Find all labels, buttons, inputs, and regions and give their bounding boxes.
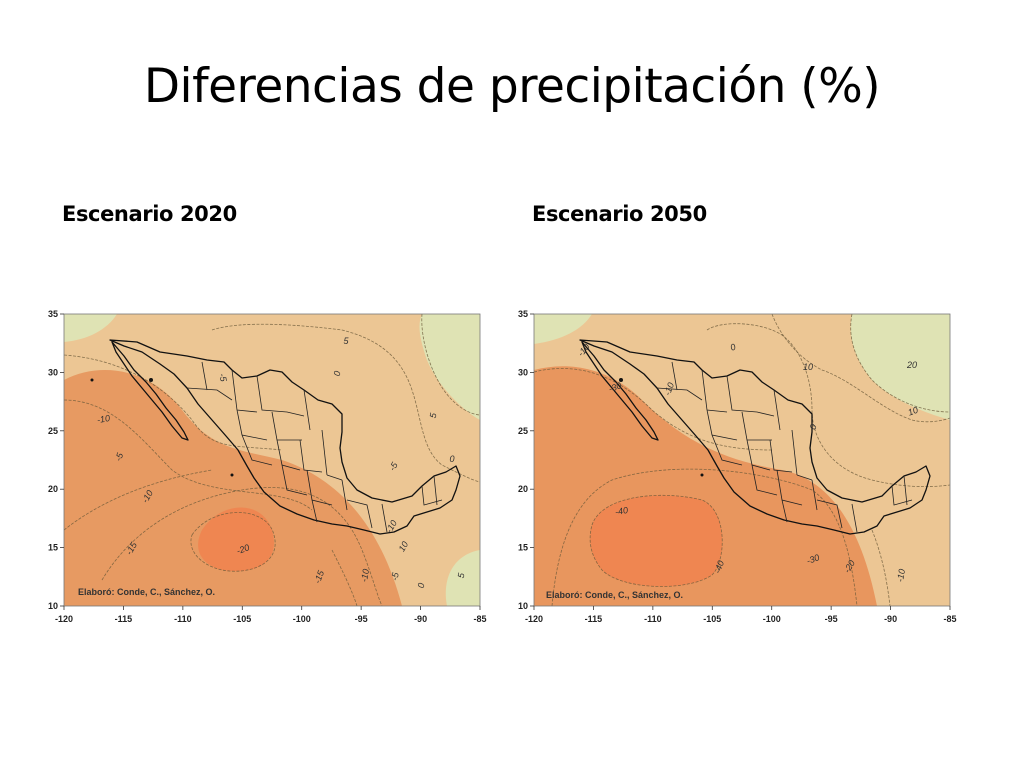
contour-label: 0	[808, 423, 819, 431]
y-tick-label: 15	[518, 543, 528, 553]
contour-label: -30	[805, 552, 821, 566]
contour-label: 5	[456, 571, 467, 579]
contour-label: 10	[907, 405, 920, 418]
state-borders	[656, 361, 913, 533]
contour-line	[850, 314, 950, 413]
contour-label: -10	[96, 413, 111, 425]
contour-line	[421, 314, 480, 416]
x-tick-label: -105	[703, 614, 721, 624]
contour-line	[64, 354, 283, 451]
y-tick-label: 35	[48, 309, 58, 319]
contour-label: -20	[235, 542, 251, 556]
mexico-coastline	[579, 339, 931, 535]
field-wet-zone-nw	[64, 314, 117, 342]
contour-line	[771, 314, 950, 423]
contour-label: 20	[906, 360, 917, 370]
field-driest-zone	[198, 507, 274, 572]
contour-line	[534, 368, 773, 451]
y-tick-label: 35	[518, 309, 528, 319]
y-tick-label: 20	[518, 484, 528, 494]
contour-line	[589, 494, 723, 587]
field-dry-zone	[64, 370, 402, 606]
x-tick-label: -90	[884, 614, 897, 624]
field-wet-zone-se	[445, 550, 480, 606]
map-credit: Elaboró: Conde, C., Sánchez, O.	[78, 587, 215, 597]
plot-frame	[533, 313, 951, 607]
mexico-coastline	[109, 339, 461, 535]
y-tick-label: 10	[48, 601, 58, 611]
island	[700, 473, 704, 477]
x-tick-label: -95	[825, 614, 838, 624]
x-tick-label: -90	[414, 614, 427, 624]
y-tick-label: 15	[48, 543, 58, 553]
contour-line	[64, 469, 213, 531]
x-tick-label: -100	[763, 614, 781, 624]
state-borders	[186, 361, 443, 533]
contour-label: 5	[343, 336, 349, 346]
y-tick-label: 25	[48, 426, 58, 436]
y-tick-label: 20	[48, 484, 58, 494]
map-credit: Elaboró: Conde, C., Sánchez, O.	[546, 590, 683, 600]
contour-label: -10	[895, 568, 907, 583]
contour-line	[706, 323, 950, 488]
contour-label: -30	[607, 380, 623, 394]
contour-label: 10	[397, 540, 411, 554]
x-tick-label: -110	[174, 614, 192, 624]
y-tick-label: 10	[518, 601, 528, 611]
field-wet-zone-ne	[419, 314, 480, 420]
contour-line	[190, 512, 276, 572]
contour-label: 0	[729, 342, 737, 353]
contour-line	[331, 549, 358, 606]
field-driest-zone	[590, 495, 723, 587]
contour-label: -40	[712, 559, 726, 575]
contour-label: 10	[803, 362, 813, 372]
x-tick-label: -120	[525, 614, 543, 624]
contour-label: 5	[428, 411, 439, 419]
contour-label: -10	[662, 381, 676, 397]
field-wet-zone-ne	[850, 314, 950, 420]
island	[230, 473, 234, 477]
precipitation-map-2050: -10 0 -10 -30 10 20 10 0 -40 -40 -30 -20 -10 Elaboró…	[512, 300, 962, 630]
scenario-2050-label: Escenario 2050	[532, 202, 707, 226]
island	[90, 378, 94, 382]
x-tick-label: -115	[115, 614, 133, 624]
contour-label: -5	[113, 451, 125, 463]
contour-label: 0	[332, 370, 343, 377]
contour-label: 0	[449, 454, 454, 464]
x-tick-label: -95	[355, 614, 368, 624]
contour-line	[211, 323, 480, 483]
y-tick-label: 25	[518, 426, 528, 436]
baja-california	[111, 341, 189, 441]
y-tick-label: 30	[518, 367, 528, 377]
plot-frame	[63, 313, 481, 607]
scenario-2020-label: Escenario 2020	[62, 202, 237, 226]
field-wet-zone-nw	[534, 314, 592, 344]
contour-label: -5	[217, 373, 228, 384]
island	[619, 378, 623, 382]
x-tick-label: -110	[644, 614, 662, 624]
precipitation-map-2020: -10 -5 -5 -10 -15 -20 -15 -10 -5 0 0 0 5 5 -5 5 -10 10 El…	[42, 300, 492, 630]
x-tick-label: -85	[473, 614, 486, 624]
island	[149, 378, 153, 382]
contour-label: -15	[312, 568, 326, 585]
x-tick-label: -115	[585, 614, 603, 624]
contour-label: -10	[359, 568, 371, 583]
x-tick-label: -105	[233, 614, 251, 624]
x-tick-label: -100	[293, 614, 311, 624]
contour-line	[101, 487, 383, 606]
contour-line	[64, 399, 313, 511]
slide-title: Diferencias de precipitación (%)	[143, 59, 881, 114]
x-tick-label: -120	[55, 614, 73, 624]
contour-label: -5	[389, 571, 400, 582]
y-tick-label: 30	[48, 367, 58, 377]
x-tick-label: -85	[943, 614, 956, 624]
contour-label: 0	[416, 582, 427, 589]
contour-label: -40	[614, 505, 629, 517]
contour-line	[871, 529, 891, 606]
baja-california	[581, 341, 659, 441]
